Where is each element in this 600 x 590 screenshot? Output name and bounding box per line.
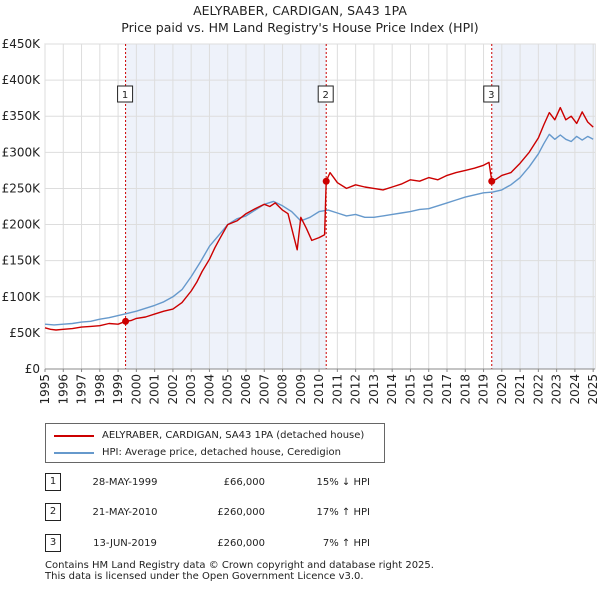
x-tick-label: 2005 bbox=[221, 374, 235, 405]
sale-hpi-diff: 15% ↓ HPI bbox=[316, 477, 370, 488]
annotation-box bbox=[483, 85, 500, 103]
x-tick-label: 2025 bbox=[586, 374, 600, 405]
ownership-shade bbox=[491, 44, 595, 369]
legend-label-property: AELYRABER, CARDIGAN, SA43 1PA (detached … bbox=[102, 430, 365, 441]
footer: Contains HM Land Registry data © Crown c… bbox=[45, 560, 434, 582]
series-layer bbox=[44, 106, 594, 331]
y-tick-label: £450K bbox=[2, 37, 42, 51]
sale-marker bbox=[488, 177, 496, 185]
sale-annotation: 1 bbox=[117, 85, 134, 103]
y-tick-label: £0 bbox=[25, 362, 40, 376]
x-tick-label: 1996 bbox=[56, 374, 70, 405]
y-tick-label: £50K bbox=[9, 326, 41, 340]
table-row: 2 21-MAY-2010 £260,000 17% ↑ HPI bbox=[45, 503, 385, 521]
x-tick-label: 2020 bbox=[495, 374, 509, 405]
annotation-label: 3 bbox=[488, 90, 494, 101]
x-tick-label: 2000 bbox=[129, 374, 143, 405]
legend-label-hpi: HPI: Average price, detached house, Cere… bbox=[102, 447, 341, 458]
title-line-1: AELYRABER, CARDIGAN, SA43 1PA bbox=[193, 3, 407, 18]
x-tick-label: 1998 bbox=[93, 374, 107, 405]
annotation-label: 2 bbox=[323, 90, 329, 101]
x-tick-label: 2007 bbox=[257, 374, 271, 405]
x-tick-label: 2018 bbox=[458, 374, 472, 405]
legend-swatch-hpi bbox=[54, 452, 94, 454]
x-tick-label: 2008 bbox=[276, 374, 290, 405]
sale-number-badge: 2 bbox=[45, 503, 61, 521]
x-tick-label: 2004 bbox=[202, 374, 216, 405]
x-tick-label: 2002 bbox=[166, 374, 180, 405]
y-tick-label: £150K bbox=[2, 254, 42, 268]
sale-price: £260,000 bbox=[217, 538, 265, 549]
x-tick-label: 2010 bbox=[312, 374, 326, 405]
x-tick-label: 2009 bbox=[294, 374, 308, 405]
x-tick-label: 2001 bbox=[148, 374, 162, 405]
x-tick-label: 2012 bbox=[349, 374, 363, 405]
x-tick-label: 2019 bbox=[477, 374, 491, 405]
hpi-line bbox=[44, 133, 594, 326]
x-tick-label: 1997 bbox=[75, 374, 89, 405]
title-line-2: Price paid vs. HM Land Registry's House … bbox=[121, 20, 479, 35]
y-axis: £0 £50K £100K £150K £200K £250K £300K £350K £400… bbox=[2, 37, 42, 376]
sale-date: 21-MAY-2010 bbox=[92, 507, 158, 518]
y-tick-label: £300K bbox=[2, 145, 42, 159]
x-axis: 1995 1996 1997 1998 1999 2000 2001 2002 2003 2004… bbox=[38, 368, 600, 405]
y-tick-label: £400K bbox=[2, 73, 42, 87]
footer-line-2: This data is licensed under the Open Gov… bbox=[45, 571, 364, 582]
legend: AELYRABER, CARDIGAN, SA43 1PA (detached … bbox=[45, 423, 385, 463]
ownership-shade bbox=[125, 44, 327, 369]
property-line bbox=[44, 106, 594, 331]
x-tick-label: 2016 bbox=[422, 374, 436, 405]
x-tick-label: 2003 bbox=[184, 374, 198, 405]
sale-date: 13-JUN-2019 bbox=[93, 538, 157, 549]
sale-number-badge: 3 bbox=[45, 534, 61, 552]
x-tick-label: 2021 bbox=[513, 374, 527, 405]
table-row: 3 13-JUN-2019 £260,000 7% ↑ HPI bbox=[45, 534, 385, 552]
x-tick-label: 2006 bbox=[239, 374, 253, 405]
y-tick-label: £200K bbox=[2, 218, 42, 232]
footer-line-1: Contains HM Land Registry data © Crown c… bbox=[45, 560, 434, 571]
chart: 1 2 3 1995 1996 1997 1998 1999 2000 2001 2002 2003… bbox=[2, 37, 600, 405]
x-tick-label: 2015 bbox=[403, 374, 417, 405]
sale-annotation: 2 bbox=[317, 85, 334, 103]
x-tick-label: 1995 bbox=[38, 374, 52, 405]
x-tick-label: 2011 bbox=[330, 374, 344, 405]
annotation-label: 1 bbox=[122, 90, 128, 101]
x-tick-label: 2014 bbox=[385, 374, 399, 405]
y-tick-label: £100K bbox=[2, 290, 42, 304]
table-row: 1 28-MAY-1999 £66,000 15% ↓ HPI bbox=[45, 473, 385, 491]
y-tick-label: £250K bbox=[2, 181, 42, 195]
legend-swatch-property bbox=[54, 435, 94, 437]
annotation-box bbox=[117, 85, 134, 103]
sale-marker bbox=[122, 317, 130, 325]
annotation-box bbox=[317, 85, 334, 103]
sale-date: 28-MAY-1999 bbox=[92, 477, 158, 488]
sale-number-badge: 1 bbox=[45, 473, 61, 491]
sale-markers bbox=[122, 177, 496, 325]
sale-annotation: 3 bbox=[483, 85, 500, 103]
x-tick-label: 1999 bbox=[111, 374, 125, 405]
sale-hpi-diff: 7% ↑ HPI bbox=[322, 538, 370, 549]
sale-annotations: 1 2 3 bbox=[117, 85, 500, 103]
sale-hpi-diff: 17% ↑ HPI bbox=[316, 507, 370, 518]
x-tick-label: 2024 bbox=[568, 374, 582, 405]
x-tick-label: 2022 bbox=[531, 374, 545, 405]
sale-price: £66,000 bbox=[223, 477, 265, 488]
x-tick-label: 2017 bbox=[440, 374, 454, 405]
shade-layer bbox=[125, 44, 595, 369]
x-tick-label: 2013 bbox=[367, 374, 381, 405]
sale-price: £260,000 bbox=[217, 507, 265, 518]
sale-marker bbox=[322, 177, 330, 185]
x-tick-label: 2023 bbox=[550, 374, 564, 405]
y-tick-label: £350K bbox=[2, 109, 42, 123]
chart-title: AELYRABER, CARDIGAN, SA43 1PA Price paid… bbox=[0, 2, 600, 36]
